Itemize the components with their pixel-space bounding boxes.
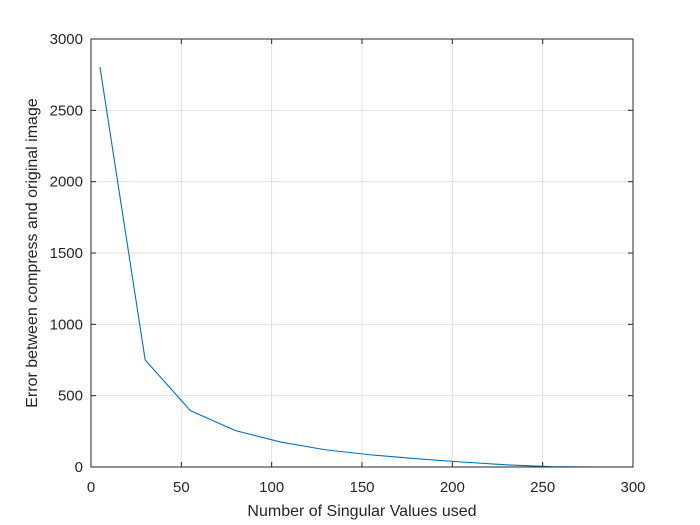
y-tick-label: 2000 xyxy=(50,174,83,191)
x-tick-label: 100 xyxy=(259,479,284,496)
x-tick-label: 50 xyxy=(173,479,190,496)
x-axis-label: Number of Singular Values used xyxy=(247,503,476,520)
y-tick-label: 500 xyxy=(58,388,83,405)
x-tick-label: 300 xyxy=(620,479,645,496)
data-point xyxy=(506,464,507,465)
ticks xyxy=(90,38,634,468)
data-point xyxy=(325,449,326,450)
data-point xyxy=(370,454,371,455)
data-point xyxy=(280,441,281,442)
data-point xyxy=(145,359,146,360)
grid xyxy=(91,39,633,467)
y-tick-label: 1500 xyxy=(50,245,83,262)
series-layer xyxy=(99,66,598,468)
data-point xyxy=(235,430,236,431)
data-point xyxy=(190,410,191,411)
y-tick-label: 3000 xyxy=(50,31,83,48)
y-axis-label: Error between compress and original imag… xyxy=(24,98,41,408)
y-tick-label: 2500 xyxy=(50,102,83,119)
y-tick-label: 1000 xyxy=(50,316,83,333)
x-tick-label: 250 xyxy=(530,479,555,496)
data-point xyxy=(416,458,417,459)
series-line-0 xyxy=(99,66,598,468)
data-point xyxy=(461,461,462,462)
tick-labels: 0 50 100 150 200 250 3000500100015002000250030… xyxy=(50,31,646,496)
x-tick-label: 0 xyxy=(87,479,95,496)
x-tick-label: 200 xyxy=(440,479,465,496)
y-tick-label: 0 xyxy=(75,459,83,476)
data-point xyxy=(99,67,100,68)
x-tick-label: 150 xyxy=(349,479,374,496)
